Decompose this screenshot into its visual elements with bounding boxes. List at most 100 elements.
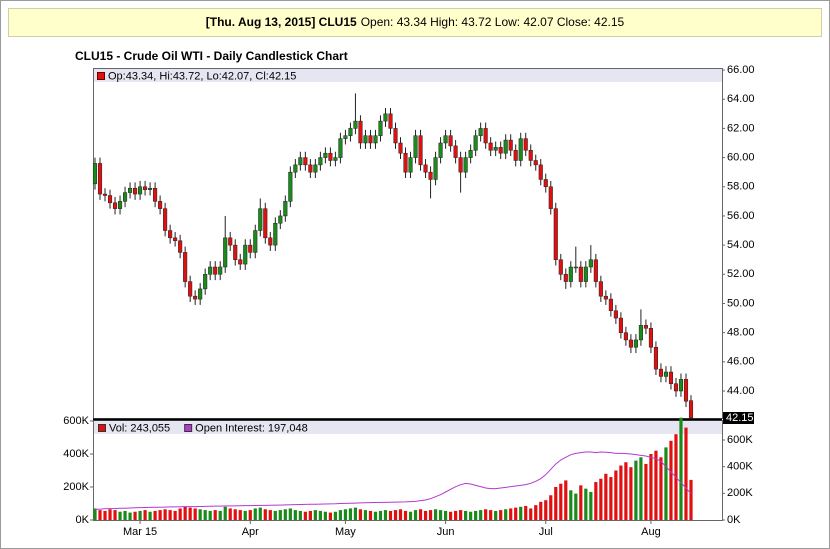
candle-body [673,383,679,392]
last-price-box [723,412,754,424]
volume-bar [659,457,663,520]
candle-body [117,201,123,209]
candle-body [178,240,183,253]
candle-body [413,135,418,158]
volume-bar [679,417,683,520]
volume-bar [313,510,317,520]
candle-body [493,147,498,151]
candle-body [473,135,478,151]
volume-bar [213,510,217,520]
candle-body [613,310,618,319]
volume-bar [649,453,653,520]
volume-bar [223,506,227,520]
volume-bar [218,510,222,520]
volume-bar [108,509,112,520]
y-tick-label: 44.00 [727,385,755,397]
volume-bar [333,511,338,520]
volume-bar [438,510,443,520]
candle-body [368,135,373,144]
volume-bar [479,510,483,520]
y-tick-label: 600K [63,415,89,427]
volume-bar [504,509,508,520]
candle-body [193,295,198,300]
x-tick-label: May [335,526,356,538]
volume-bar [418,509,423,520]
candle-body [408,157,413,173]
volume-bar [604,473,608,520]
volume-bar [323,511,327,520]
volume-bar [428,510,433,520]
chart-title: CLU15 - Crude Oil WTI - Daily Candlestic… [75,49,348,63]
candle-body [668,371,674,384]
candle-body [258,208,263,231]
volume-bar [403,510,408,520]
volume-bar [203,510,207,520]
candle-body [163,208,168,231]
volume-bar [208,510,212,520]
candle-body [438,142,443,158]
candle-body [523,138,528,151]
x-tick-label: Apr [242,526,259,538]
volume-bar [113,510,117,520]
candle-body [583,266,588,282]
price-legend-swatch [97,72,105,80]
candle-body [168,230,173,239]
volume-bar [263,509,267,520]
candle-body [323,152,328,158]
candle-body [433,157,438,180]
candle-body [288,171,293,202]
candle-body [598,281,603,297]
candle-body [253,230,258,253]
candle-body [628,339,633,348]
volume-bar [408,511,413,520]
volume-bar [639,457,643,520]
volume-bar [684,427,688,520]
volume-bar [178,508,182,520]
candle-body [653,346,658,370]
volume-bar [654,450,658,520]
candle-body [678,379,684,392]
candle-body [248,244,253,253]
candle-body [633,339,638,348]
volume-bar [514,507,518,520]
volume-bar [529,508,533,520]
volume-bar [388,510,393,520]
header-box [8,8,822,37]
volume-bar [358,509,363,520]
header: [Thu. Aug 13, 2015] CLU15 Open: 43.34 Hig… [206,15,625,29]
candle-body [233,244,238,260]
candle-body [318,157,323,166]
volume-bar [188,507,192,520]
x-tick-label: Mar 15 [123,526,157,538]
y-tick-label: 0K [76,514,90,526]
candle-body [133,187,138,195]
open-interest-line [94,451,692,510]
volume-bar [193,508,197,520]
candle-body [643,325,648,329]
volume-bar [644,463,648,520]
y-tick-label: 200K [63,481,89,493]
volume-bar [499,510,503,520]
volume-bar [423,510,428,520]
candle-body [278,215,283,224]
candle-body [283,201,288,217]
volume-bar [318,510,322,520]
y-tick-label: 54.00 [727,239,755,251]
candle-body [97,163,103,195]
volume-bar [398,509,403,520]
volume-bar [549,495,553,520]
candle-body [328,152,333,161]
volume-bar [594,482,598,520]
volume-bar [584,488,588,520]
candle-body [173,237,178,241]
candle-body [188,281,193,297]
y-tick-label: 60.00 [727,151,755,163]
volume-bar [228,508,232,520]
candle-body [213,266,218,275]
volume-bar [168,510,172,520]
candle-body [648,328,653,348]
volume-bar [143,510,147,520]
candle-body [363,135,368,144]
candle-body [688,400,694,419]
candle-body [558,259,563,275]
